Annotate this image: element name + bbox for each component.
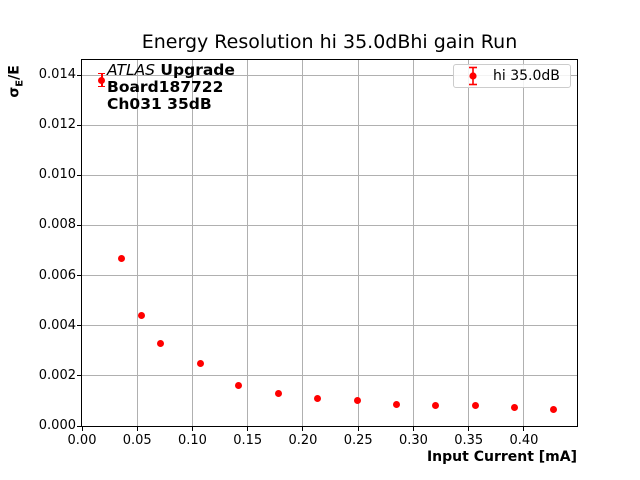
data-point	[275, 389, 283, 397]
y-tick-mark	[77, 275, 81, 277]
data-point	[235, 382, 243, 390]
x-gridline	[247, 60, 249, 426]
x-tick-mark	[247, 427, 249, 431]
error-bar-cap	[98, 72, 106, 75]
y-tick-mark	[77, 124, 81, 126]
data-point	[98, 76, 106, 84]
y-gridline	[82, 224, 577, 226]
y-tick-label: 0.000	[38, 418, 76, 433]
data-point	[353, 397, 361, 405]
x-tick-mark	[468, 427, 470, 431]
x-tick-mark	[523, 427, 525, 431]
data-point	[471, 401, 479, 409]
x-axis-label: Input Current [mA]	[426, 449, 577, 465]
y-tick-label: 0.014	[38, 67, 76, 83]
y-axis-label-rest: /E	[6, 65, 23, 80]
y-tick-label: 0.010	[38, 167, 76, 183]
x-gridline	[302, 60, 304, 426]
y-tick-label: 0.002	[38, 367, 76, 383]
data-point	[313, 394, 321, 402]
data-point	[550, 405, 558, 413]
y-gridline	[82, 325, 577, 327]
y-gridline	[82, 375, 577, 377]
y-tick-mark	[77, 425, 81, 427]
data-point	[393, 400, 401, 408]
data-point	[432, 401, 440, 409]
y-tick-mark	[77, 224, 81, 226]
y-gridline	[82, 124, 577, 126]
x-tick-label: 0.30	[398, 433, 428, 448]
y-tick-label: 0.008	[38, 217, 76, 233]
plot-area	[81, 59, 578, 427]
y-axis-label: σE/E	[7, 58, 26, 104]
data-point	[138, 312, 146, 320]
x-gridline	[468, 60, 470, 426]
x-tick-label: 0.10	[178, 433, 207, 448]
grid-layer	[82, 60, 577, 426]
x-tick-mark	[412, 427, 414, 431]
x-tick-label: 0.20	[288, 433, 318, 448]
x-tick-mark	[81, 427, 83, 431]
annotation-line-3: Ch031 35dB	[107, 95, 212, 114]
x-tick-mark	[191, 427, 193, 431]
y-gridline	[82, 275, 577, 277]
y-axis-label-subscript: E	[14, 79, 26, 87]
legend-label: hi 35.0dB	[493, 68, 560, 84]
y-tick-label: 0.012	[38, 117, 76, 133]
annotation-line-1: ATLAS Upgrade	[107, 61, 235, 79]
legend: hi 35.0dB	[453, 64, 571, 88]
x-tick-mark	[136, 427, 138, 431]
x-tick-label: 0.25	[343, 433, 373, 448]
chart-title: Energy Resolution hi 35.0dBhi gain Run	[141, 31, 518, 53]
y-tick-label: 0.004	[38, 317, 76, 333]
annotation-line-2: Board187722	[107, 78, 224, 97]
y-axis-label-sigma: σ	[6, 86, 23, 98]
y-tick-mark	[77, 74, 81, 76]
x-tick-label: 0.05	[122, 433, 152, 448]
x-gridline	[357, 60, 359, 426]
data-point	[156, 339, 164, 347]
y-gridline	[82, 174, 577, 176]
x-gridline	[136, 60, 138, 426]
y-tick-mark	[77, 174, 81, 176]
y-tick-mark	[77, 375, 81, 377]
x-gridline	[191, 60, 193, 426]
y-gridline	[82, 74, 577, 76]
data-point	[196, 359, 204, 367]
x-tick-mark	[357, 427, 359, 431]
x-gridline	[523, 60, 525, 426]
x-tick-label: 0.40	[509, 433, 539, 448]
x-tick-label: 0.00	[67, 433, 97, 448]
x-tick-label: 0.15	[233, 433, 263, 448]
annotation-line-1-rest: Upgrade	[155, 61, 235, 79]
y-tick-label: 0.006	[38, 267, 76, 283]
x-tick-label: 0.35	[454, 433, 484, 448]
legend-errorbar-icon	[469, 66, 477, 86]
error-bar-cap	[98, 85, 106, 88]
data-point	[510, 403, 518, 411]
y-tick-mark	[77, 325, 81, 327]
annotation-experiment: ATLAS	[107, 61, 156, 79]
annotation-block: ATLAS Upgrade Board187722 Ch031 35dB	[107, 61, 235, 114]
x-tick-mark	[302, 427, 304, 431]
data-point	[118, 254, 126, 262]
x-gridline	[412, 60, 414, 426]
